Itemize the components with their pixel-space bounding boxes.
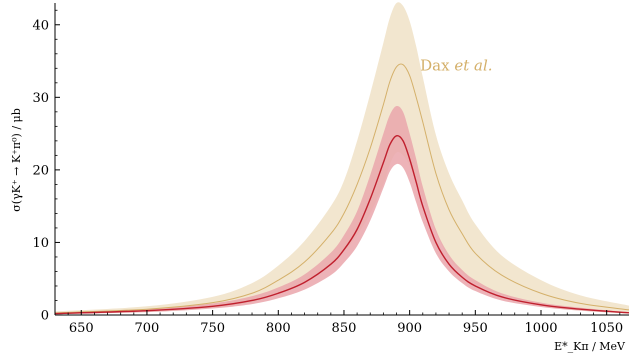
x-tick-label: 750 (200, 321, 225, 336)
y-tick-label: 10 (32, 236, 49, 251)
y-tick-label: 20 (32, 163, 49, 178)
dax-annotation-italic: et al. (454, 56, 492, 74)
y-tick-label: 40 (32, 18, 49, 33)
x-ticks: 650 700 750 800 850 900 950 1000 1050 (67, 310, 623, 336)
y-axis-label: σ(γK⁺ → K⁺π⁰) / μb (10, 108, 23, 211)
x-tick-label: 700 (135, 321, 160, 336)
dax-series-line (54, 63, 629, 314)
plot-area (54, 2, 629, 315)
y-tick-label: 30 (32, 91, 49, 106)
dax-error-band (55, 2, 629, 314)
x-tick-label: 950 (463, 321, 488, 336)
dax-annotation: Dax et al. (420, 56, 492, 74)
x-tick-label: 900 (397, 321, 422, 336)
x-axis-label: E*_Kπ / MeV (554, 340, 626, 353)
x-tick-label: 650 (69, 321, 94, 336)
dax-annotation-main: Dax (420, 56, 454, 74)
x-tick-label: 800 (266, 321, 291, 336)
model-series-line (54, 134, 629, 315)
axes: 650 700 750 800 850 900 950 1000 1050 0 10 20 30 40 (32, 3, 629, 336)
x-tick-label: 1050 (590, 321, 623, 336)
x-tick-label: 1000 (524, 321, 557, 336)
x-tick-label: 850 (332, 321, 357, 336)
y-ticks: 0 10 20 30 40 (32, 9, 60, 324)
y-tick-label: 0 (41, 309, 49, 324)
